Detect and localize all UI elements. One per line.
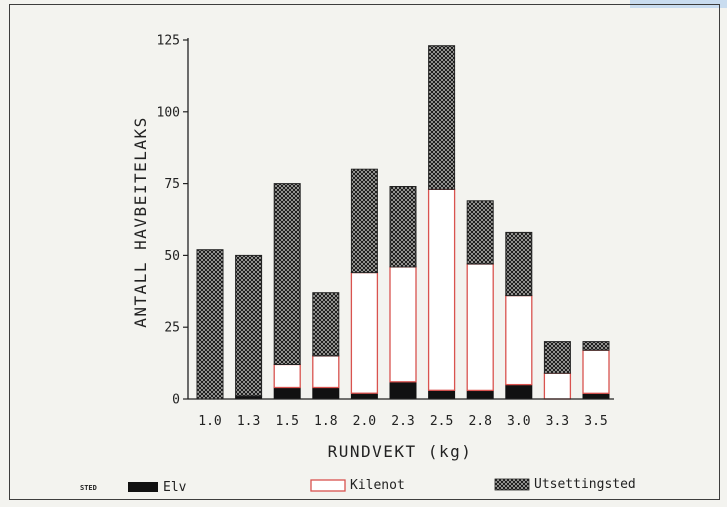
bar-elv-2.3 [389, 381, 417, 400]
bar-elv-3.0 [505, 384, 533, 400]
bar-elv-3.5 [582, 392, 610, 400]
bar-elv-1.5 [273, 387, 301, 400]
y-tick-label: 0 [172, 393, 180, 408]
bar-utsettingsted-1.5 [273, 183, 301, 365]
x-tick-label: 2.8 [468, 414, 491, 429]
bar-kilenot-2.0 [350, 271, 379, 394]
bar-utsettingsted-2.8 [466, 200, 494, 265]
legend-label-utsettingsted: Utsettingsted [534, 477, 636, 492]
bars-group [196, 45, 610, 400]
x-tick-label: 1.0 [198, 414, 221, 429]
y-tick-label: 25 [164, 321, 180, 336]
bar-kilenot-2.5 [427, 188, 456, 391]
bar-utsettingsted-2.5 [428, 45, 456, 190]
bar-utsettingsted-3.0 [505, 231, 533, 297]
y-axis-ticks: 0 25 50 75 100 125 [157, 34, 188, 408]
y-tick-label: 125 [157, 34, 180, 49]
bar-elv-2.5 [428, 389, 456, 400]
x-tick-label: 1.8 [314, 414, 337, 429]
bar-kilenot-1.5 [273, 363, 301, 389]
bar-utsettingsted-2.0 [350, 168, 378, 274]
bar-kilenot-2.3 [389, 266, 417, 383]
bar-kilenot-3.0 [505, 294, 533, 386]
bar-utsettingsted-1.0 [196, 249, 224, 400]
x-tick-label: 3.5 [584, 414, 607, 429]
x-axis-ticks: 1.0 1.3 1.5 1.8 2.0 2.3 2.5 2.8 3.0 3.3 3.5 [198, 414, 607, 429]
legend-swatch-kilenot [310, 479, 346, 492]
bar-kilenot-2.8 [466, 263, 494, 392]
bar-elv-2.0 [350, 392, 378, 400]
bar-utsettingsted-3.5 [582, 341, 610, 351]
bar-utsettingsted-3.3 [543, 341, 571, 374]
y-tick-label: 100 [157, 105, 180, 120]
legend-swatch-utsettingsted [494, 478, 530, 491]
legend: STED Elv Kilenot Utsettingsted [80, 477, 636, 495]
bar-kilenot-1.8 [312, 355, 340, 389]
legend-label-elv: Elv [163, 480, 187, 495]
legend-title: STED [80, 484, 97, 492]
bar-elv-2.8 [466, 389, 494, 400]
bar-utsettingsted-2.3 [389, 186, 417, 268]
y-tick-label: 50 [164, 249, 180, 264]
y-axis-title: ANTALL HAVBEITELAKS [131, 116, 150, 328]
x-tick-label: 2.0 [353, 414, 376, 429]
x-tick-label: 2.5 [430, 414, 453, 429]
bar-utsettingsted-1.3 [235, 254, 263, 397]
legend-label-kilenot: Kilenot [350, 478, 405, 493]
x-tick-label: 3.3 [546, 414, 569, 429]
y-tick-label: 75 [164, 177, 180, 192]
bar-kilenot-3.5 [582, 349, 610, 394]
x-tick-label: 2.3 [391, 414, 414, 429]
x-tick-label: 3.0 [507, 414, 530, 429]
bar-elv-1.8 [312, 387, 340, 400]
bar-kilenot-3.3 [543, 372, 572, 400]
legend-swatch-elv [128, 482, 158, 492]
x-tick-label: 1.3 [237, 414, 260, 429]
x-tick-label: 1.5 [275, 414, 298, 429]
chart-frame [9, 4, 720, 500]
bar-utsettingsted-1.8 [312, 292, 340, 357]
x-axis-title: RUNDVEKT (kg) [328, 442, 473, 461]
